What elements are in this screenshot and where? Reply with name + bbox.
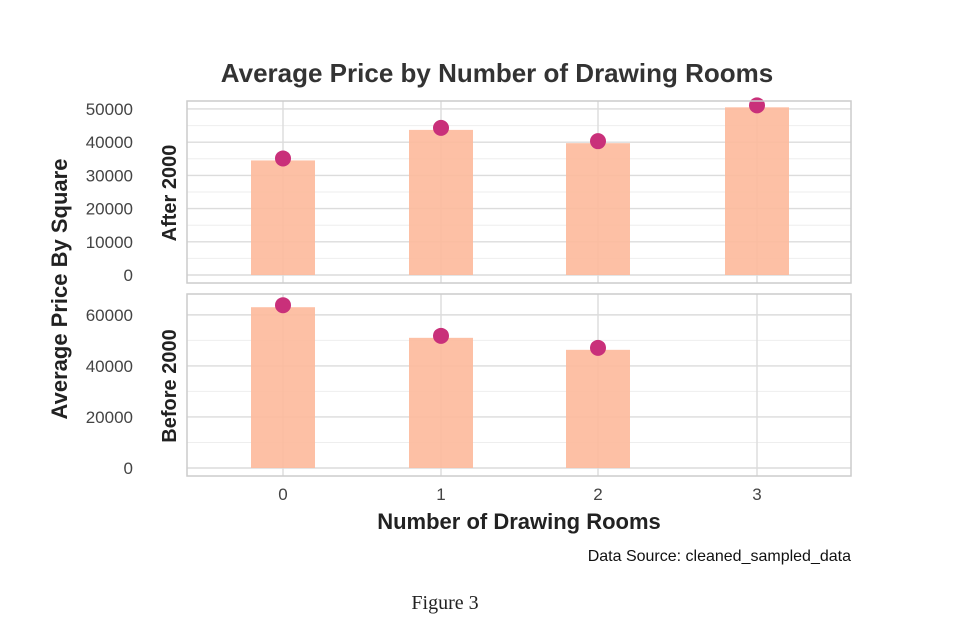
data-source-caption: Data Source: cleaned_sampled_data	[588, 548, 851, 565]
point-after-2000-0	[275, 150, 291, 167]
y-tick-label-after-2000: 10000	[86, 233, 133, 252]
panel-label-before-2000: Before 2000	[159, 329, 181, 442]
bar-after-2000-3	[725, 107, 789, 275]
y-tick-label-after-2000: 20000	[86, 200, 133, 219]
y-tick-label-after-2000: 40000	[86, 133, 133, 152]
figure-caption: Figure 3	[411, 592, 478, 614]
y-tick-label-after-2000: 30000	[86, 166, 133, 185]
bar-before-2000-1	[409, 337, 473, 468]
point-after-2000-3	[749, 97, 765, 114]
y-tick-label-after-2000: 0	[124, 266, 133, 285]
point-before-2000-0	[275, 297, 291, 314]
x-tick-label: 1	[436, 485, 445, 504]
bar-after-2000-1	[409, 129, 473, 275]
point-after-2000-2	[590, 133, 606, 150]
y-tick-label-before-2000: 60000	[86, 306, 133, 325]
bar-after-2000-0	[251, 160, 315, 275]
y-tick-label-before-2000: 0	[124, 459, 133, 478]
panel-before-2000: 0 20000 40000 60000	[86, 293, 852, 478]
bar-after-2000-2	[566, 143, 630, 275]
bar-before-2000-0	[251, 307, 315, 468]
panel-border	[186, 293, 852, 477]
x-tick-label: 2	[593, 485, 602, 504]
y-axis-title: Average Price By Square	[47, 159, 72, 420]
chart-title: Average Price by Number of Drawing Rooms	[221, 58, 773, 88]
point-after-2000-1	[433, 119, 449, 136]
panel-after-2000: 0 10000 20000 30000 40000 50000	[86, 97, 852, 285]
y-tick-label-before-2000: 20000	[86, 408, 133, 427]
y-tick-label-before-2000: 40000	[86, 357, 133, 376]
panel-label-after-2000: After 2000	[159, 145, 181, 242]
x-axis-ticks: 0 1 2 3	[278, 485, 761, 504]
point-before-2000-2	[590, 339, 606, 356]
point-before-2000-1	[433, 327, 449, 344]
y-tick-label-after-2000: 50000	[86, 100, 133, 119]
x-tick-label: 0	[278, 485, 287, 504]
bar-before-2000-2	[566, 349, 630, 468]
x-tick-label: 3	[752, 485, 761, 504]
x-axis-title: Number of Drawing Rooms	[377, 509, 661, 534]
panel-border	[186, 100, 852, 284]
